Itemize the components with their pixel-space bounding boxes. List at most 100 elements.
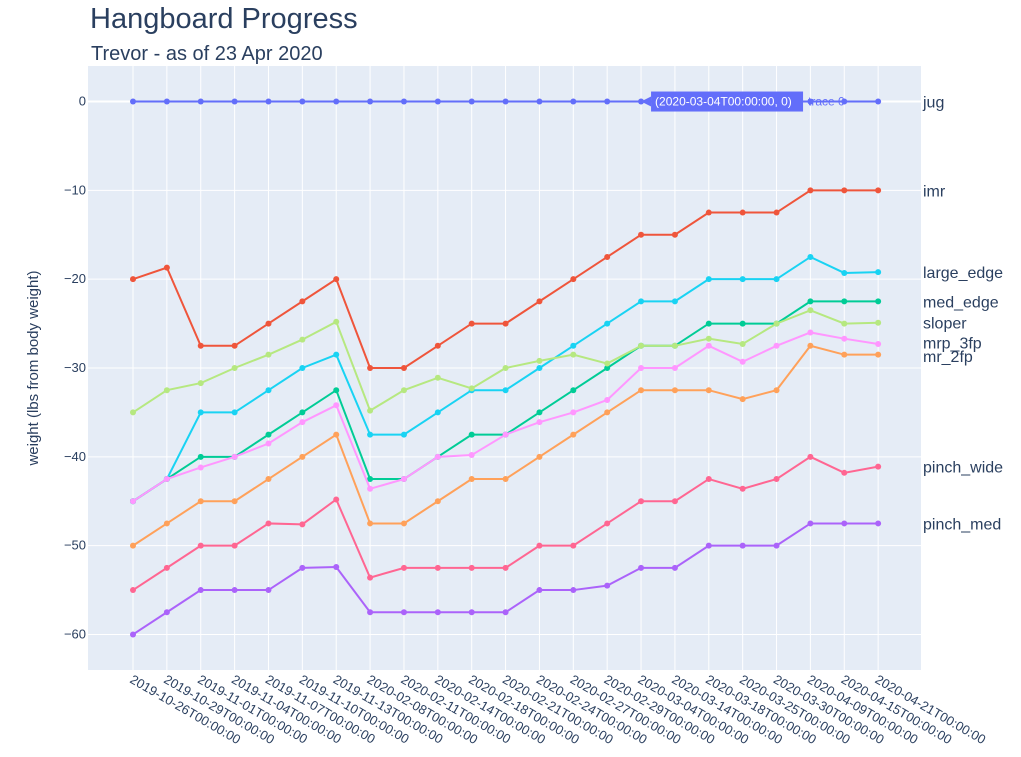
data-point-sloper[interactable] <box>705 335 712 342</box>
data-point-jug[interactable] <box>434 98 441 105</box>
data-point-large_edge[interactable] <box>333 351 340 358</box>
data-point-pinch_wide[interactable] <box>671 498 678 505</box>
data-point-pinch_wide[interactable] <box>130 587 136 594</box>
data-point-pinch_wide[interactable] <box>197 542 204 549</box>
data-point-mrp_3fp[interactable] <box>400 476 407 483</box>
data-point-pinch_wide[interactable] <box>400 564 407 571</box>
data-point-imr[interactable] <box>367 365 374 371</box>
data-point-med_edge[interactable] <box>367 476 374 483</box>
data-point-large_edge[interactable] <box>875 269 882 276</box>
data-point-large_edge[interactable] <box>773 276 780 283</box>
data-point-jug[interactable] <box>807 98 814 105</box>
data-point-pinch_med[interactable] <box>400 609 407 616</box>
data-point-jug[interactable] <box>231 98 238 105</box>
data-point-pinch_med[interactable] <box>536 587 543 594</box>
data-point-mr_2fp[interactable] <box>502 476 509 483</box>
data-point-mr_2fp[interactable] <box>671 387 678 394</box>
data-point-large_edge[interactable] <box>502 387 509 394</box>
data-point-mr_2fp[interactable] <box>265 476 272 483</box>
data-point-jug[interactable] <box>197 98 204 105</box>
data-point-pinch_wide[interactable] <box>299 521 306 528</box>
data-point-sloper[interactable] <box>638 342 645 349</box>
data-point-sloper[interactable] <box>197 380 204 387</box>
data-point-pinch_wide[interactable] <box>841 469 848 476</box>
data-point-pinch_wide[interactable] <box>265 520 272 527</box>
data-point-imr[interactable] <box>705 209 712 216</box>
data-point-pinch_med[interactable] <box>841 520 848 527</box>
data-point-mr_2fp[interactable] <box>705 387 712 394</box>
data-point-pinch_wide[interactable] <box>705 476 712 483</box>
data-point-large_edge[interactable] <box>604 320 611 327</box>
data-point-imr[interactable] <box>130 276 136 283</box>
data-point-pinch_wide[interactable] <box>502 564 509 571</box>
data-point-pinch_med[interactable] <box>570 587 577 594</box>
data-point-med_edge[interactable] <box>570 387 577 394</box>
data-point-sloper[interactable] <box>570 351 577 358</box>
data-point-sloper[interactable] <box>536 357 543 364</box>
data-point-jug[interactable] <box>163 98 170 105</box>
data-point-pinch_wide[interactable] <box>773 476 780 483</box>
data-point-imr[interactable] <box>671 231 678 238</box>
data-point-mrp_3fp[interactable] <box>841 335 848 342</box>
data-point-pinch_wide[interactable] <box>367 574 374 581</box>
data-point-med_edge[interactable] <box>841 298 848 305</box>
data-point-mrp_3fp[interactable] <box>468 452 475 459</box>
data-point-mr_2fp[interactable] <box>333 431 340 438</box>
data-point-pinch_med[interactable] <box>197 587 204 594</box>
data-point-mrp_3fp[interactable] <box>163 476 170 483</box>
data-point-pinch_wide[interactable] <box>536 542 543 549</box>
data-point-sloper[interactable] <box>299 336 306 343</box>
data-point-pinch_med[interactable] <box>265 587 272 594</box>
data-point-mr_2fp[interactable] <box>400 520 407 527</box>
data-point-mr_2fp[interactable] <box>299 453 306 460</box>
data-point-sloper[interactable] <box>434 374 441 381</box>
data-point-pinch_wide[interactable] <box>739 485 746 492</box>
data-point-mrp_3fp[interactable] <box>739 358 746 365</box>
data-point-large_edge[interactable] <box>367 431 374 438</box>
data-point-large_edge[interactable] <box>739 276 746 283</box>
data-point-mr_2fp[interactable] <box>638 387 645 394</box>
data-point-imr[interactable] <box>299 298 306 305</box>
data-point-sloper[interactable] <box>468 385 475 392</box>
data-point-pinch_wide[interactable] <box>163 564 170 571</box>
data-point-large_edge[interactable] <box>705 276 712 283</box>
data-point-pinch_wide[interactable] <box>807 453 814 460</box>
data-point-med_edge[interactable] <box>807 298 814 305</box>
data-point-mrp_3fp[interactable] <box>671 365 678 371</box>
data-point-med_edge[interactable] <box>197 453 204 460</box>
data-point-imr[interactable] <box>163 264 170 271</box>
data-point-med_edge[interactable] <box>739 320 746 327</box>
data-point-imr[interactable] <box>773 209 780 216</box>
data-point-mr_2fp[interactable] <box>739 396 746 403</box>
data-point-pinch_med[interactable] <box>671 564 678 571</box>
data-point-pinch_med[interactable] <box>604 582 611 589</box>
data-point-pinch_wide[interactable] <box>604 520 611 527</box>
data-point-mr_2fp[interactable] <box>841 351 848 358</box>
data-point-large_edge[interactable] <box>638 298 645 305</box>
data-point-sloper[interactable] <box>502 365 509 371</box>
data-point-pinch_med[interactable] <box>367 609 374 616</box>
data-point-sloper[interactable] <box>231 365 238 371</box>
data-point-med_edge[interactable] <box>468 431 475 438</box>
data-point-large_edge[interactable] <box>231 409 238 416</box>
data-point-mr_2fp[interactable] <box>875 351 882 358</box>
data-point-mr_2fp[interactable] <box>434 498 441 505</box>
data-point-sloper[interactable] <box>739 341 746 348</box>
data-point-pinch_med[interactable] <box>807 520 814 527</box>
data-point-sloper[interactable] <box>333 318 340 325</box>
data-point-pinch_wide[interactable] <box>638 498 645 505</box>
data-point-pinch_wide[interactable] <box>333 496 340 503</box>
data-point-mrp_3fp[interactable] <box>434 453 441 460</box>
data-point-sloper[interactable] <box>604 360 611 367</box>
data-point-med_edge[interactable] <box>333 387 340 394</box>
data-point-jug[interactable] <box>367 98 374 105</box>
data-point-jug[interactable] <box>875 98 882 105</box>
data-point-jug[interactable] <box>468 98 475 105</box>
data-point-jug[interactable] <box>841 98 848 105</box>
data-point-mr_2fp[interactable] <box>536 453 543 460</box>
data-point-jug[interactable] <box>604 98 611 105</box>
data-point-mrp_3fp[interactable] <box>875 341 882 348</box>
data-point-pinch_wide[interactable] <box>231 542 238 549</box>
data-point-mr_2fp[interactable] <box>604 409 611 416</box>
data-point-pinch_wide[interactable] <box>468 564 475 571</box>
